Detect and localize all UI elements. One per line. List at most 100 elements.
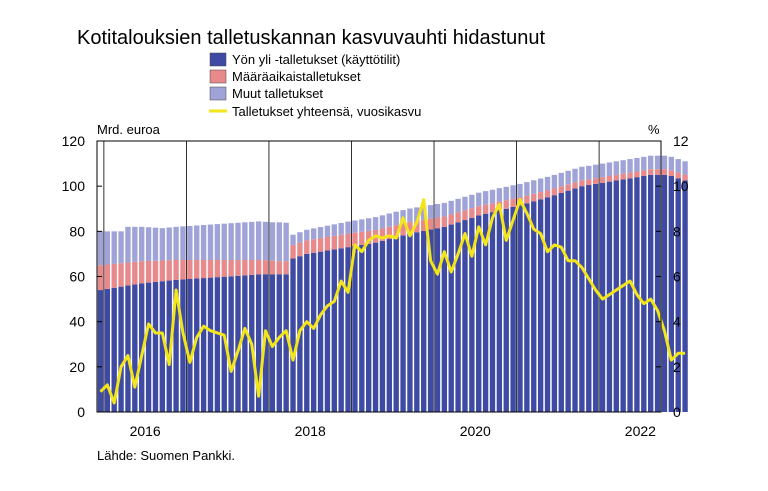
bar-term-52 [455, 212, 461, 223]
bar-overnight-55 [476, 215, 482, 412]
bar-overnight-31 [310, 252, 317, 412]
bar-overnight-48 [427, 229, 434, 412]
bar-overnight-13 [187, 278, 193, 412]
bar-overnight-75 [613, 180, 619, 412]
right-tick-label: 12 [673, 133, 689, 149]
bar-overnight-52 [455, 222, 461, 412]
bar-other-71 [586, 165, 592, 180]
bar-other-17 [214, 224, 221, 261]
bar-overnight-74 [606, 181, 613, 412]
bar-overnight-59 [503, 208, 509, 412]
bar-other-0 [97, 231, 104, 266]
bar-other-23 [255, 221, 262, 261]
bar-term-35 [338, 234, 344, 249]
bar-overnight-61 [517, 205, 523, 412]
bar-overnight-45 [407, 233, 413, 412]
bar-term-72 [592, 178, 599, 184]
bar-term-70 [579, 180, 585, 187]
bar-overnight-39 [366, 243, 372, 412]
bar-overnight-14 [194, 278, 200, 412]
bar-other-73 [599, 163, 606, 178]
bar-other-66 [551, 174, 558, 189]
bar-other-84 [675, 159, 681, 173]
bar-term-55 [476, 206, 482, 216]
bar-overnight-8 [152, 281, 159, 412]
bar-overnight-33 [324, 250, 331, 412]
bar-overnight-68 [565, 190, 571, 412]
bar-overnight-12 [180, 279, 186, 412]
bar-term-77 [627, 172, 633, 179]
left-axis: 0 20 40 60 80 100 120 [62, 133, 102, 420]
bar-term-3 [118, 263, 124, 287]
bar-term-76 [620, 173, 626, 180]
bar-term-11 [173, 260, 179, 280]
bar-other-7 [145, 227, 152, 261]
bar-term-84 [675, 172, 681, 179]
legend: Yön yli -talletukset (käyttötilit) Määrä… [209, 52, 421, 119]
bar-term-80 [648, 169, 654, 175]
bar-overnight-66 [551, 195, 558, 412]
bar-other-24 [262, 221, 269, 261]
bar-overnight-64 [537, 199, 544, 412]
bar-overnight-11 [173, 279, 179, 412]
bar-term-38 [359, 231, 365, 245]
left-axis-unit: Mrd. euroa [97, 122, 161, 137]
bar-other-31 [310, 228, 317, 240]
bar-term-49 [434, 217, 441, 229]
bar-other-16 [207, 224, 214, 261]
bar-term-29 [297, 242, 303, 257]
bar-other-65 [544, 176, 551, 191]
bar-other-37 [352, 220, 358, 233]
bar-overnight-50 [441, 226, 448, 412]
bar-other-53 [462, 196, 468, 211]
bar-other-15 [200, 225, 207, 261]
bar-overnight-4 [125, 285, 131, 412]
x-axis: 2016 2018 2020 2022 [130, 423, 657, 439]
bar-term-18 [221, 260, 227, 277]
bar-overnight-85 [682, 180, 688, 412]
bar-term-43 [393, 225, 399, 238]
bar-overnight-69 [572, 188, 578, 412]
bar-overnight-77 [627, 178, 633, 412]
bar-other-46 [414, 207, 420, 221]
bar-term-56 [482, 204, 489, 214]
bar-term-15 [200, 260, 207, 279]
bar-other-52 [455, 198, 461, 213]
bar-other-19 [228, 223, 234, 261]
x-tick-label: 2020 [460, 423, 491, 439]
bar-term-66 [551, 188, 558, 196]
right-axis-unit: % [648, 122, 660, 137]
bar-other-51 [448, 200, 454, 215]
bar-overnight-49 [434, 228, 441, 412]
bar-term-57 [489, 203, 496, 213]
bar-term-68 [565, 184, 571, 191]
bar-other-69 [572, 168, 578, 183]
bar-overnight-81 [654, 174, 661, 412]
bar-other-81 [654, 155, 661, 170]
bar-term-0 [97, 265, 104, 291]
bar-other-45 [407, 208, 413, 223]
bar-overnight-47 [421, 230, 427, 412]
bar-overnight-21 [242, 275, 248, 412]
bar-term-85 [682, 174, 688, 181]
bar-other-75 [613, 161, 619, 175]
bar-other-74 [606, 162, 613, 177]
bar-other-59 [503, 186, 509, 201]
bar-other-26 [276, 222, 282, 262]
bar-other-18 [221, 223, 227, 261]
left-tick-label: 20 [69, 359, 85, 375]
bar-overnight-57 [489, 212, 496, 412]
bar-other-58 [496, 188, 503, 202]
bar-term-36 [345, 233, 351, 248]
bar-overnight-53 [462, 220, 468, 412]
legend-swatch-other [209, 86, 227, 101]
bar-overnight-43 [393, 237, 399, 412]
bar-term-63 [531, 193, 537, 202]
bar-term-39 [366, 230, 372, 244]
bar-overnight-72 [592, 183, 599, 412]
bar-overnight-58 [496, 210, 503, 412]
bar-other-14 [194, 225, 200, 261]
bar-term-17 [214, 260, 221, 278]
bar-other-57 [489, 189, 496, 204]
bar-term-16 [207, 260, 214, 278]
